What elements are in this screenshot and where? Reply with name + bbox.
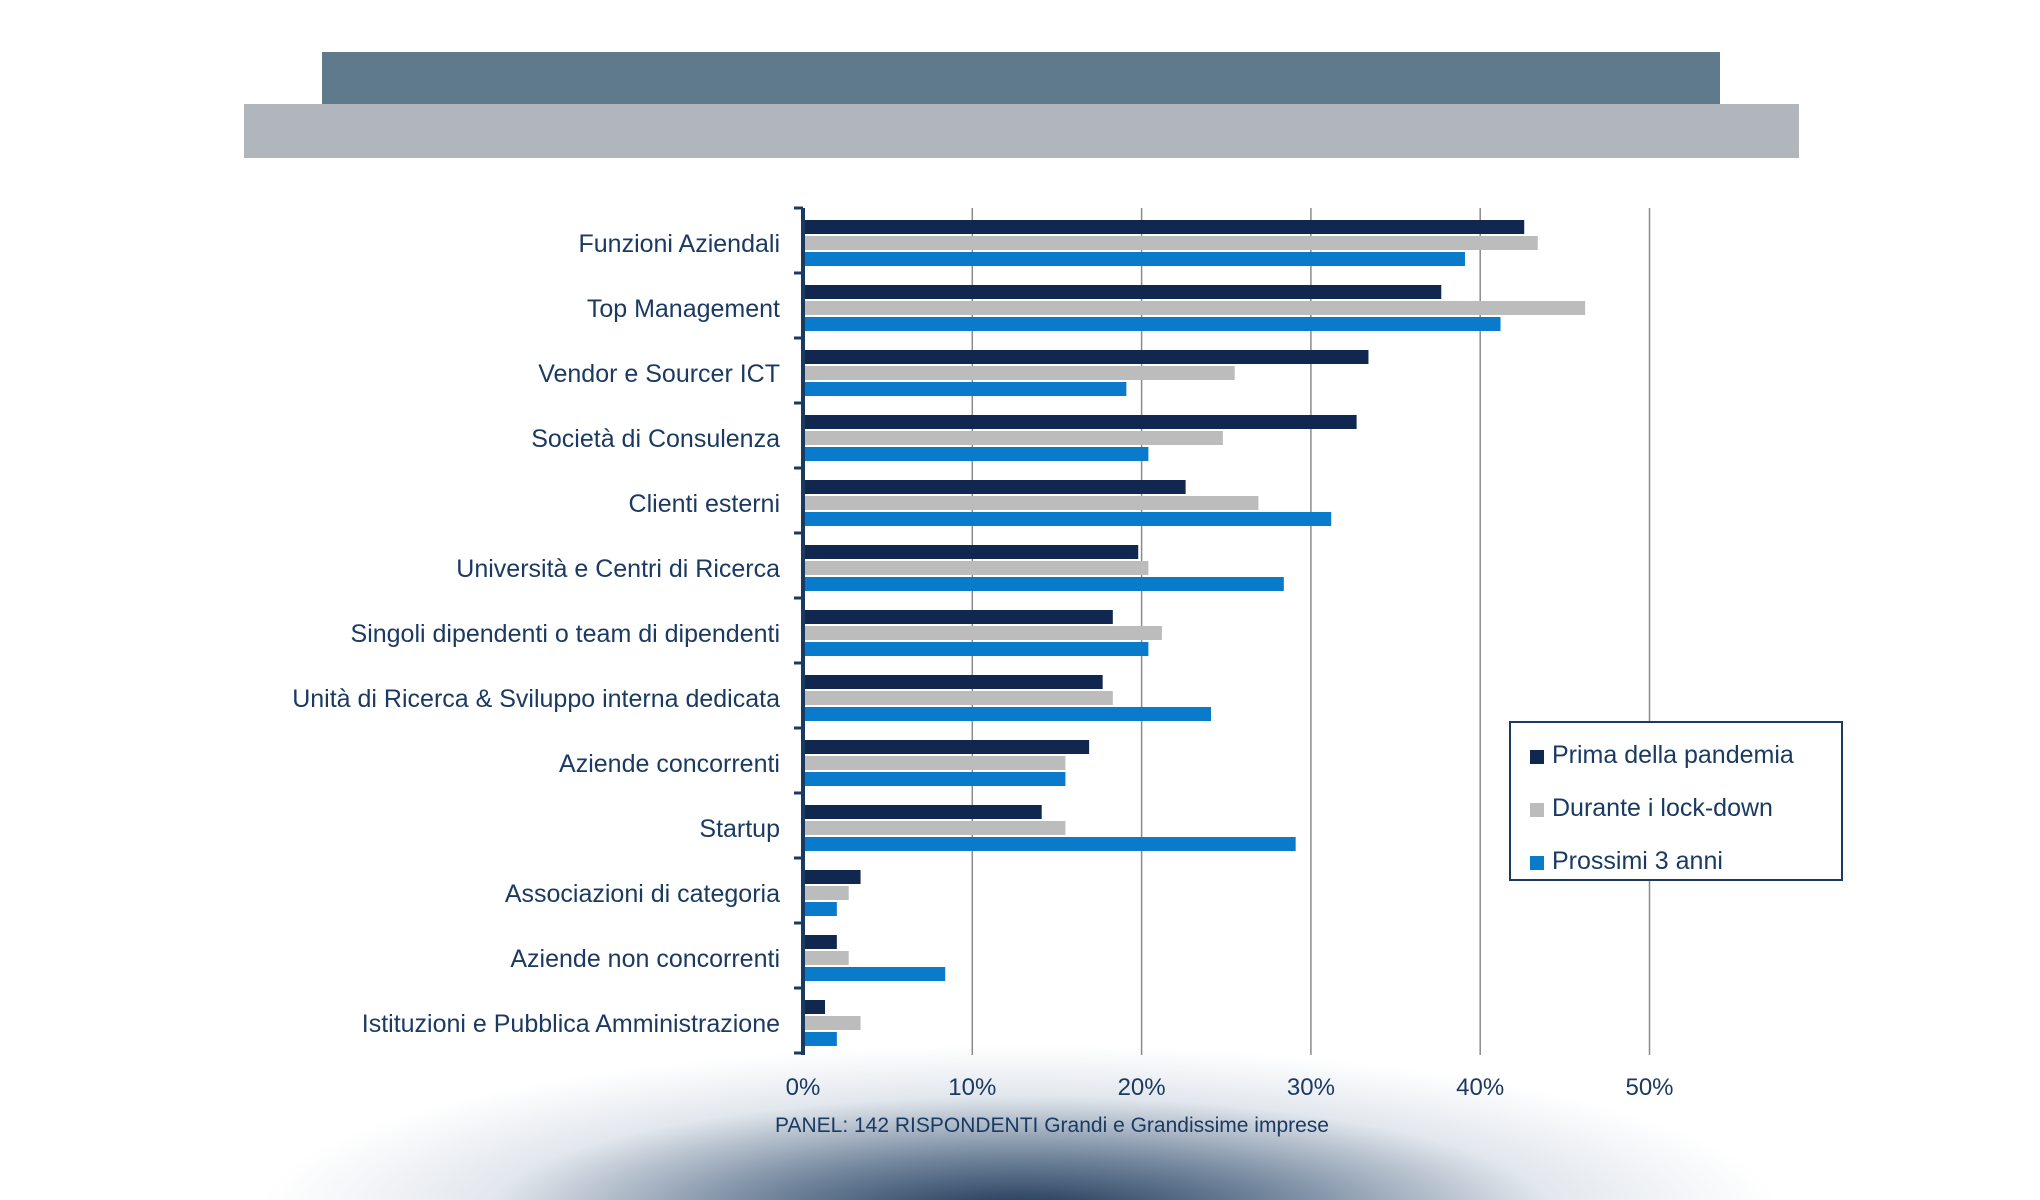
- bar: [803, 935, 837, 949]
- bar: [803, 545, 1139, 559]
- category-label: Università e Centri di Ricerca: [456, 555, 780, 583]
- bar: [803, 431, 1223, 445]
- bar: [803, 577, 1284, 591]
- bar: [803, 480, 1186, 494]
- bar: [803, 512, 1332, 526]
- bar: [803, 642, 1149, 656]
- y-axis: [794, 206, 805, 1055]
- x-tick-labels: 0% 10% 20% 30% 40% 50%: [786, 1074, 1674, 1101]
- category-labels: Funzioni Aziendali Top Management Vendor e…: [292, 230, 780, 1038]
- bar: [803, 252, 1465, 266]
- legend-swatch: [1530, 750, 1544, 764]
- bar: [803, 756, 1066, 770]
- category-label: Top Management: [587, 295, 780, 323]
- x-tick-label: 40%: [1456, 1074, 1504, 1101]
- bar: [803, 707, 1212, 721]
- bar: [803, 366, 1235, 380]
- category-label: Associazioni di categoria: [505, 880, 780, 908]
- category-label: Funzioni Aziendali: [578, 230, 780, 258]
- legend-box: [1509, 721, 1843, 881]
- bar: [803, 886, 849, 900]
- x-tick-label: 10%: [948, 1074, 996, 1101]
- bar: [803, 951, 849, 965]
- bar: [803, 1016, 861, 1030]
- bars: [803, 220, 1586, 1046]
- bar: [803, 967, 946, 981]
- bar: [803, 902, 837, 916]
- bar: [803, 772, 1066, 786]
- bar: [803, 626, 1162, 640]
- x-axis-label: PANEL: 142 RISPONDENTI Grandi e Grandiss…: [775, 1114, 1329, 1137]
- category-label: Clienti esterni: [629, 490, 780, 518]
- bar: [803, 821, 1066, 835]
- x-tick-label: 50%: [1625, 1074, 1673, 1101]
- legend-label: Durante i lock-down: [1552, 794, 1773, 822]
- bar: [803, 870, 861, 884]
- bar: [803, 350, 1369, 364]
- bar: [803, 496, 1259, 510]
- bar: [803, 220, 1525, 234]
- bar: [803, 301, 1586, 315]
- bar: [803, 317, 1501, 331]
- grid-lines: [971, 208, 1651, 1055]
- header-band-light: [244, 104, 1799, 158]
- x-tick-label: 30%: [1287, 1074, 1335, 1101]
- bar: [803, 561, 1149, 575]
- bar: [803, 675, 1103, 689]
- category-label: Startup: [699, 815, 780, 843]
- bar: [803, 740, 1090, 754]
- category-label: Unità di Ricerca & Sviluppo interna dedi…: [292, 685, 780, 713]
- legend-label: Prima della pandemia: [1552, 741, 1794, 769]
- legend-swatch: [1530, 803, 1544, 817]
- legend: Prima della pandemia Durante i lock-down P…: [1509, 721, 1843, 881]
- x-tick-label: 0%: [786, 1074, 821, 1101]
- category-label: Vendor e Sourcer ICT: [538, 360, 780, 388]
- bar: [803, 447, 1149, 461]
- category-label: Singoli dipendenti o team di dipendenti: [351, 620, 780, 648]
- category-label: Istituzioni e Pubblica Amministrazione: [362, 1010, 780, 1038]
- header-band-dark: [322, 52, 1720, 106]
- bar: [803, 1032, 837, 1046]
- bar: [803, 610, 1113, 624]
- category-label: Aziende non concorrenti: [510, 945, 780, 973]
- category-label: Aziende concorrenti: [559, 750, 780, 778]
- bar: [803, 837, 1296, 851]
- bar: [803, 415, 1357, 429]
- x-tick-label: 20%: [1118, 1074, 1166, 1101]
- bar: [803, 285, 1442, 299]
- bar: [803, 805, 1042, 819]
- bar: [803, 1000, 826, 1014]
- bar: [803, 691, 1113, 705]
- category-label: Società di Consulenza: [531, 425, 780, 453]
- bar: [803, 236, 1538, 250]
- bar: [803, 382, 1127, 396]
- legend-label: Prossimi 3 anni: [1552, 847, 1723, 875]
- legend-swatch: [1530, 856, 1544, 870]
